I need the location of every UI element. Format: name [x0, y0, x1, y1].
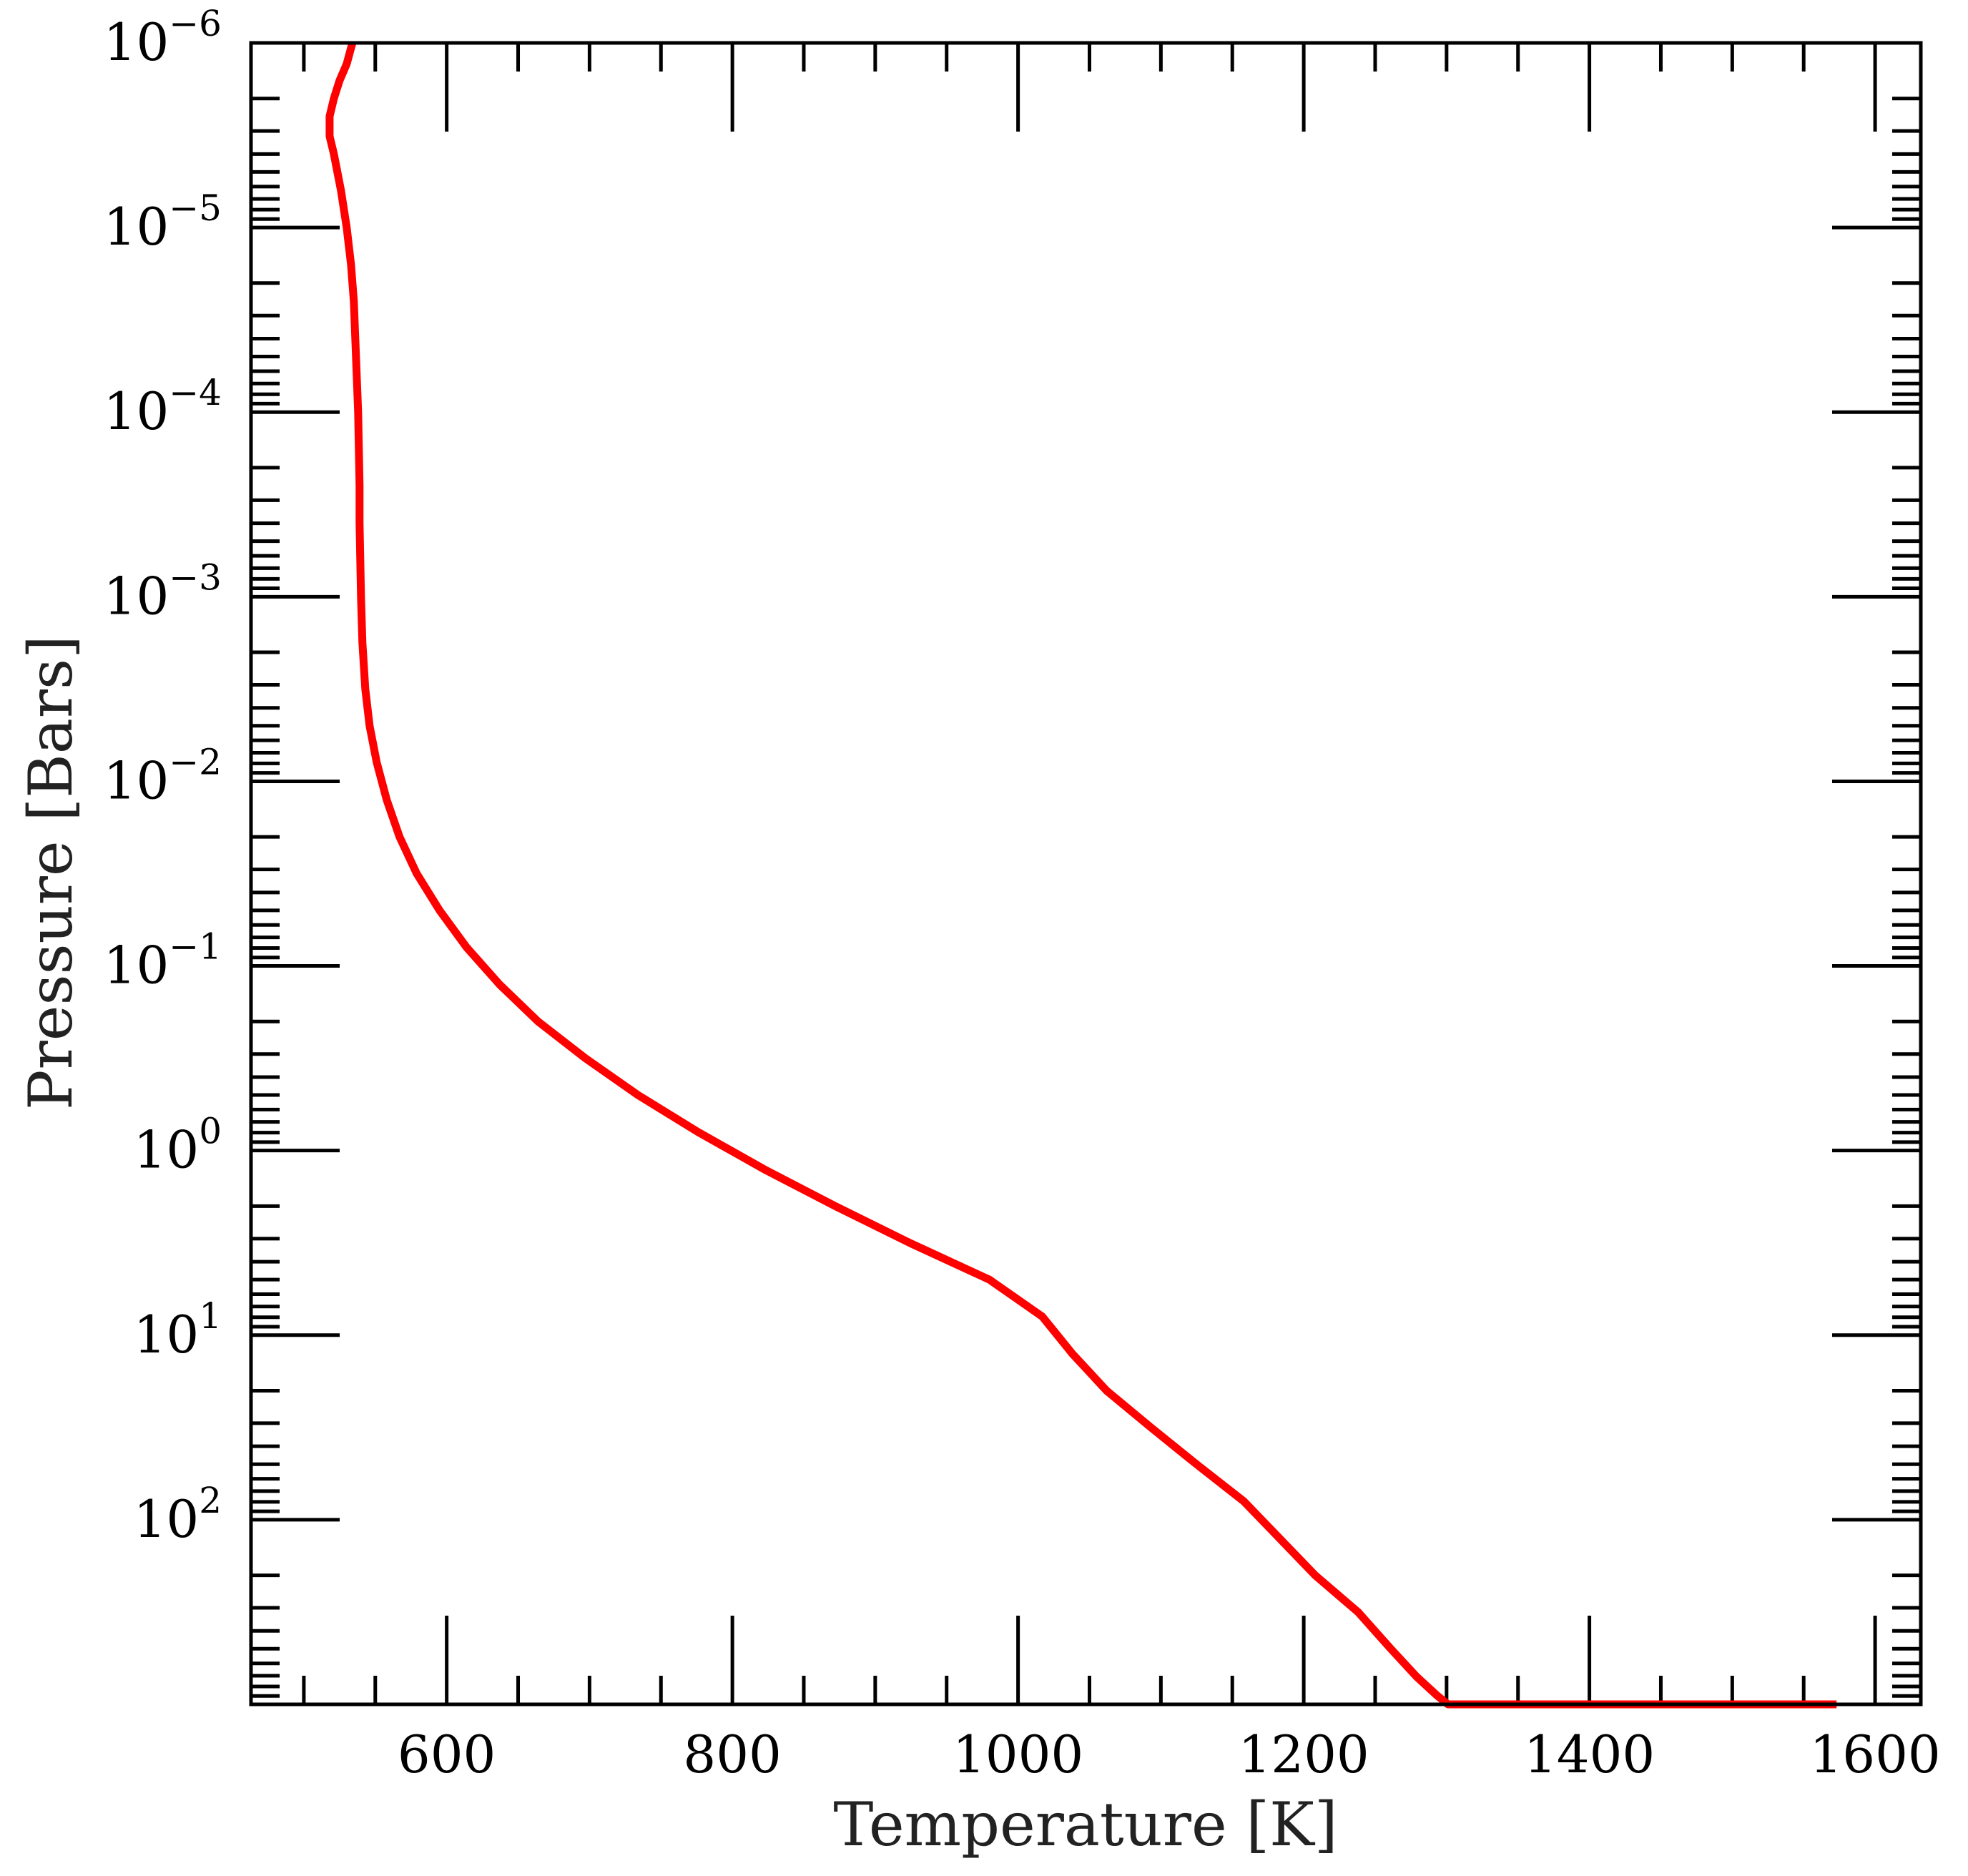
- series-layer: [325, 41, 1837, 1709]
- axis-ticks: [251, 41, 1921, 1704]
- y-tick-label: 10−4: [104, 372, 222, 441]
- x-axis-label: Temperature [K]: [833, 1789, 1337, 1860]
- y-tick-label: 10−5: [104, 187, 222, 257]
- y-tick-label: 102: [134, 1480, 222, 1549]
- x-tick-label: 1400: [1524, 1724, 1655, 1784]
- x-tick-label: 1000: [953, 1724, 1083, 1784]
- series-line: [325, 41, 1837, 1709]
- y-tick-label: 100: [134, 1111, 222, 1180]
- x-tick-label: 800: [683, 1724, 781, 1784]
- y-tick-label: 10−6: [104, 3, 222, 72]
- plot-frame: [249, 41, 1923, 1706]
- x-tick-label: 600: [398, 1724, 496, 1784]
- y-axis-label: Pressure [Bars]: [16, 635, 86, 1110]
- x-tick-label: 1600: [1809, 1724, 1940, 1784]
- y-tick-label: 10−3: [104, 556, 222, 626]
- y-tick-label: 10−1: [104, 926, 222, 996]
- x-tick-label: 1200: [1238, 1724, 1369, 1784]
- y-tick-label: 10−2: [104, 741, 222, 810]
- axis-tick-labels: 600 800 1000 1200 1400 1600 10−6 10−5 10−4 10−3 10…: [104, 3, 1941, 1784]
- y-tick-label: 101: [134, 1295, 222, 1365]
